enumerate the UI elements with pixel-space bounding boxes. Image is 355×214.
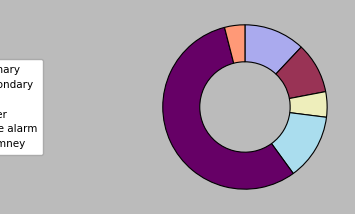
Wedge shape	[272, 113, 327, 174]
Wedge shape	[276, 47, 326, 98]
Wedge shape	[163, 27, 293, 189]
Wedge shape	[289, 92, 327, 117]
Wedge shape	[245, 25, 301, 74]
Legend: primary, secondary, RTC, other, false alarm, Chimney: primary, secondary, RTC, other, false al…	[0, 59, 43, 155]
Wedge shape	[224, 25, 245, 63]
